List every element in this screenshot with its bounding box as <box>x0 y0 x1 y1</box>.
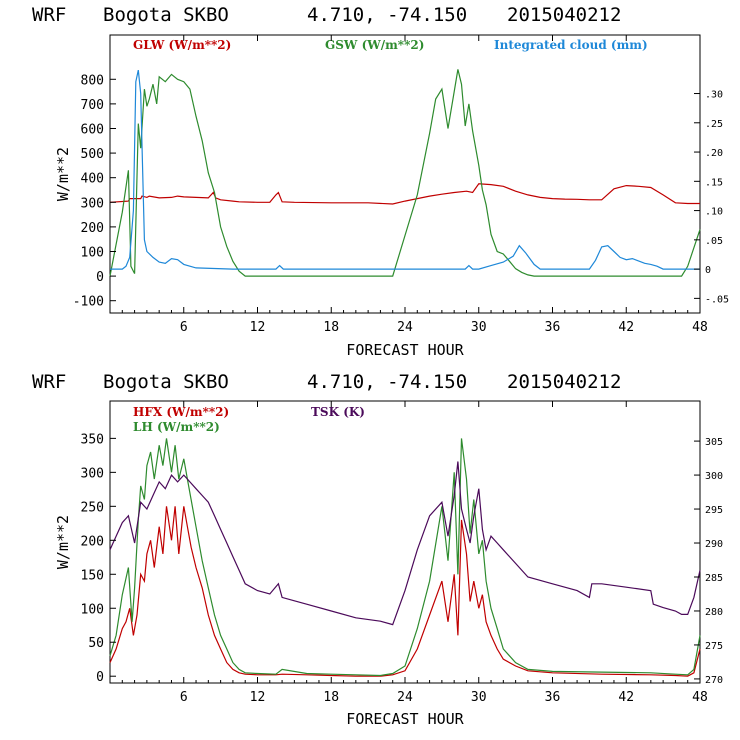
top-x-tick-label: 30 <box>471 320 487 335</box>
bottom-x-tick-label: 42 <box>618 690 634 705</box>
bottom-x-tick-label: 6 <box>180 690 188 705</box>
bottom-header-model: WRF <box>32 371 66 393</box>
top-y2-tick-label: .30 <box>705 90 723 101</box>
top-y-tick-label: 800 <box>81 73 104 88</box>
top-y2-tick-label: .15 <box>705 177 723 188</box>
top-series-line-1 <box>109 69 701 277</box>
bottom-x-axis-label: FORECAST HOUR <box>346 710 464 728</box>
top-series-lines <box>109 69 701 277</box>
bottom-header-coords: 4.710, -74.150 <box>307 371 467 393</box>
bottom-y-tick-label: 350 <box>81 432 104 447</box>
bottom-series-line-1 <box>109 438 701 677</box>
bottom-y-tick-label: 50 <box>88 636 104 651</box>
top-y-tick-label: 300 <box>81 196 104 211</box>
bottom-y-tick-label: 300 <box>81 466 104 481</box>
bottom-legend-tsk: TSK (K) <box>311 405 365 419</box>
bottom-y-axis-label: W/m**2 <box>54 515 72 569</box>
top-series-line-2 <box>110 69 700 270</box>
top-axes: 6 12 18 24 30 36 42 48 -100 0 100 200 300 400 500 600 70… <box>73 35 729 335</box>
bottom-y-tick-label: 200 <box>81 534 104 549</box>
bottom-chart-panel: WRF Bogota SKBO 4.710, -74.150 201504021… <box>32 371 723 728</box>
bottom-header-init: 2015040212 <box>507 371 621 393</box>
top-header-station: Bogota SKBO <box>103 4 229 26</box>
bottom-x-tick-label: 48 <box>692 690 708 705</box>
top-legend-gsw: GSW (W/m**2) <box>325 38 424 52</box>
bottom-y-tick-label: 100 <box>81 602 104 617</box>
top-x-tick-label: 6 <box>180 320 188 335</box>
bottom-series-line-2 <box>109 461 701 626</box>
top-y-tick-label: 100 <box>81 245 104 260</box>
bottom-x-tick-label: 30 <box>471 690 487 705</box>
top-y2-tick-label: 0 <box>705 265 711 276</box>
top-y-tick-label: 200 <box>81 221 104 236</box>
top-x-tick-label: 48 <box>692 320 708 335</box>
top-x-tick-label: 18 <box>323 320 339 335</box>
top-header-coords: 4.710, -74.150 <box>307 4 467 26</box>
top-y2-tick-label: .05 <box>705 236 723 247</box>
top-x-tick-label: 42 <box>618 320 634 335</box>
bottom-y2-tick-label: 280 <box>705 607 723 618</box>
top-y2-tick-label: .20 <box>705 148 723 159</box>
bottom-y2-tick-label: 285 <box>705 573 723 584</box>
top-plot-frame <box>109 34 701 314</box>
top-y2-tick-label: -.05 <box>705 294 729 305</box>
bottom-x-tick-label: 18 <box>323 690 339 705</box>
top-chart-panel: WRF Bogota SKBO 4.710, -74.150 201504021… <box>32 4 729 359</box>
bottom-legend-hfx: HFX (W/m**2) <box>133 405 229 419</box>
bottom-x-tick-label: 24 <box>397 690 413 705</box>
bottom-x-tick-label: 36 <box>545 690 561 705</box>
bottom-y2-tick-label: 270 <box>705 675 723 686</box>
bottom-header-station: Bogota SKBO <box>103 371 229 393</box>
bottom-y2-tick-label: 300 <box>705 471 723 482</box>
top-y2-tick-label: .10 <box>705 207 723 218</box>
top-y-tick-label: 600 <box>81 122 104 137</box>
top-y-tick-label: -100 <box>73 295 104 310</box>
bottom-y-tick-label: 0 <box>96 670 104 685</box>
bottom-y-tick-label: 250 <box>81 500 104 515</box>
top-x-tick-label: 12 <box>250 320 266 335</box>
top-y-tick-label: 500 <box>81 147 104 162</box>
top-y-axis-label: W/m**2 <box>54 147 72 201</box>
top-header-init: 2015040212 <box>507 4 621 26</box>
bottom-legend-lh: LH (W/m**2) <box>133 420 220 434</box>
top-y-tick-label: 400 <box>81 172 104 187</box>
top-legend-cloud: Integrated cloud (mm) <box>494 38 648 52</box>
top-header-model: WRF <box>32 4 66 26</box>
bottom-y2-tick-label: 305 <box>705 437 723 448</box>
top-x-tick-label: 36 <box>545 320 561 335</box>
bottom-axes: 6 12 18 24 30 36 42 48 0 50 100 150 200 250 300 350 270 2… <box>81 401 723 705</box>
bottom-y2-tick-label: 295 <box>705 505 723 516</box>
top-y-tick-label: 0 <box>96 270 104 285</box>
bottom-series-lines <box>109 438 701 677</box>
top-legend-glw: GLW (W/m**2) <box>133 38 231 52</box>
bottom-y2-tick-label: 275 <box>705 641 723 652</box>
bottom-x-tick-label: 12 <box>250 690 266 705</box>
top-y-tick-label: 700 <box>81 98 104 113</box>
top-x-axis-label: FORECAST HOUR <box>346 341 464 359</box>
top-x-tick-label: 24 <box>397 320 413 335</box>
top-series-line-0 <box>109 183 700 205</box>
top-y2-tick-label: .25 <box>705 119 723 130</box>
bottom-y-tick-label: 150 <box>81 568 104 583</box>
bottom-series-line-0 <box>109 506 701 677</box>
bottom-y2-tick-label: 290 <box>705 539 723 550</box>
